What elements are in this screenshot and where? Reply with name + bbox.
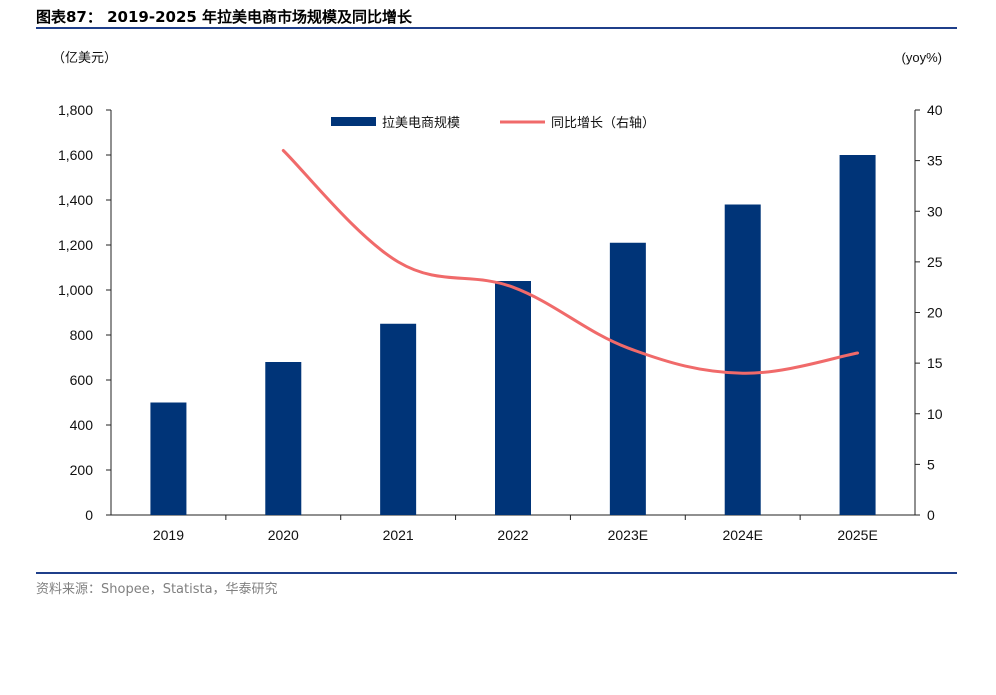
left-tick-label: 200 <box>70 462 94 478</box>
left-tick-label: 1,200 <box>58 237 93 253</box>
x-tick-label: 2023E <box>608 527 648 543</box>
right-tick-label: 30 <box>927 203 943 219</box>
legend-line-label: 同比增长（右轴） <box>551 115 655 130</box>
left-tick-label: 1,800 <box>58 102 93 118</box>
right-tick-label: 40 <box>927 102 943 118</box>
right-tick-label: 0 <box>927 507 935 523</box>
bar <box>839 155 876 515</box>
bar <box>380 323 417 515</box>
legend: 拉美电商规模 同比增长（右轴） <box>331 115 655 130</box>
legend-bar-label: 拉美电商规模 <box>382 115 460 130</box>
right-tick-label: 20 <box>927 305 943 321</box>
left-tick-label: 800 <box>70 327 94 343</box>
bar <box>265 362 302 515</box>
legend-bar-swatch <box>331 117 376 126</box>
right-tick-label: 35 <box>927 153 943 169</box>
bar <box>495 281 531 515</box>
x-tick-label: 2021 <box>383 527 414 543</box>
x-tick-label: 2020 <box>268 527 299 543</box>
x-tick-label: 2019 <box>153 527 184 543</box>
axes: 0 200 400 600 800 1,000 1,200 1,400 1,600 1,800 0 5… <box>58 102 943 543</box>
chart-title: 图表87： 2019-2025 年拉美电商市场规模及同比增长 <box>36 8 413 26</box>
x-tick-label: 2025E <box>837 527 877 543</box>
x-tick-label: 2022 <box>497 527 528 543</box>
right-tick-label: 15 <box>927 355 943 371</box>
chart-canvas: （亿美元） (yoy%) 02004006008001,0001,2001,40… <box>52 50 943 543</box>
x-tick-label: 2024E <box>722 527 762 543</box>
left-tick-label: 0 <box>85 507 93 523</box>
bar <box>150 402 187 515</box>
right-axis-unit-label: (yoy%) <box>902 50 942 65</box>
footer-divider <box>36 572 957 574</box>
left-tick-label: 1,600 <box>58 147 93 163</box>
bar <box>724 204 761 515</box>
line-series <box>281 149 860 375</box>
title-divider <box>36 27 957 29</box>
yoy-growth-line <box>281 149 860 375</box>
left-tick-label: 400 <box>70 417 94 433</box>
right-tick-label: 5 <box>927 456 935 472</box>
left-tick-label: 1,000 <box>58 282 93 298</box>
left-axis-unit-label: （亿美元） <box>52 50 117 65</box>
left-tick-label: 1,400 <box>58 192 93 208</box>
left-tick-label: 600 <box>70 372 94 388</box>
source-note: 资料来源：Shopee，Statista，华泰研究 <box>36 582 278 597</box>
right-tick-label: 10 <box>927 406 943 422</box>
bar <box>609 242 646 515</box>
right-tick-label: 25 <box>927 254 943 270</box>
bar-series <box>150 155 876 515</box>
